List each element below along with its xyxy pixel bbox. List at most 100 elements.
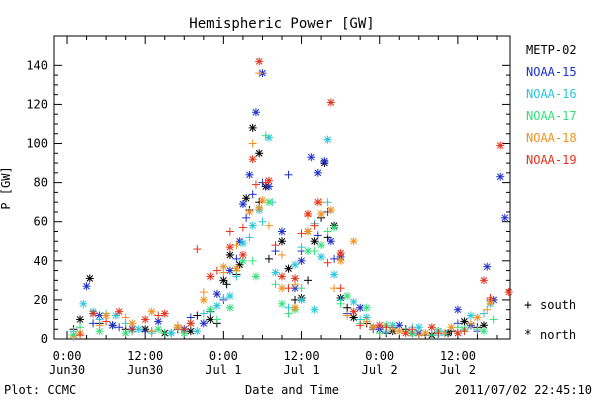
data-point-north <box>154 317 163 326</box>
data-point-north <box>206 272 215 281</box>
data-point-south <box>466 319 475 328</box>
data-point-south <box>193 245 202 254</box>
data-point-north <box>307 153 316 162</box>
data-point-north <box>466 311 475 320</box>
marker-key: + south * north <box>524 298 576 343</box>
data-point-south <box>382 323 391 332</box>
data-point-north <box>115 307 124 316</box>
data-point-north <box>330 223 339 232</box>
data-point-north <box>483 262 492 271</box>
marker-key-label: south <box>540 298 576 312</box>
x-tick-label-time: 0:00 <box>209 349 238 363</box>
data-point-north <box>427 323 436 332</box>
data-point-south <box>486 293 495 302</box>
data-point-north <box>447 323 456 332</box>
data-point-north <box>453 305 462 314</box>
data-point-north <box>369 323 378 332</box>
data-point-north <box>238 250 247 259</box>
data-point-south <box>330 254 339 263</box>
data-point-south <box>483 305 492 314</box>
data-point-north <box>238 256 247 265</box>
data-point-south <box>336 284 345 293</box>
data-point-north <box>147 307 156 316</box>
data-point-south <box>323 207 332 216</box>
legend-entry: METP-02 <box>526 43 577 57</box>
data-points <box>69 57 513 342</box>
data-point-north <box>310 305 319 314</box>
data-point-south <box>375 329 384 338</box>
data-point-north <box>232 264 241 273</box>
data-point-north <box>225 291 234 300</box>
data-point-south <box>284 309 293 318</box>
data-point-north <box>326 205 335 214</box>
marker-key-symbol: * <box>524 328 532 343</box>
data-point-south <box>199 288 208 297</box>
data-point-north <box>395 327 404 336</box>
x-tick-label-date: Jul 1 <box>205 363 241 377</box>
data-point-south <box>356 321 365 330</box>
x-tick-label-date: Jul 1 <box>283 363 319 377</box>
data-point-north <box>323 135 332 144</box>
data-point-south <box>489 315 498 324</box>
data-point-south <box>323 258 332 267</box>
x-tick-label-date: Jul 2 <box>440 363 476 377</box>
x-tick-label-date: Jul 2 <box>362 363 398 377</box>
marker-key-symbol: + <box>524 298 532 313</box>
data-point-north <box>375 321 384 330</box>
x-tick-label-time: 12:00 <box>440 349 476 363</box>
data-point-south <box>219 293 228 302</box>
data-point-north <box>160 309 169 318</box>
data-point-south <box>460 327 469 336</box>
data-point-north <box>264 176 273 185</box>
x-tick-label-date: Jun30 <box>49 363 85 377</box>
chart-title: Hemispheric Power [GW] <box>189 16 374 32</box>
data-point-south <box>89 319 98 328</box>
y-tick-label: 120 <box>26 97 48 111</box>
data-point-north <box>291 260 300 269</box>
data-point-north <box>255 57 264 66</box>
x-tick-label-time: 0:00 <box>53 349 82 363</box>
y-axis-label: P [GW] <box>0 166 13 209</box>
data-point-south <box>245 233 254 242</box>
data-point-north <box>245 170 254 179</box>
data-point-north <box>271 268 280 277</box>
data-point-north <box>248 123 257 132</box>
data-point-north <box>79 299 88 308</box>
data-point-south <box>427 331 436 340</box>
data-point-north <box>238 239 247 248</box>
data-point-south <box>336 299 345 308</box>
data-point-north <box>500 213 509 222</box>
data-point-north <box>479 327 488 336</box>
data-point-north <box>121 329 130 338</box>
data-point-south <box>225 227 234 236</box>
y-tick-label: 60 <box>34 215 48 229</box>
data-point-north <box>212 301 221 310</box>
data-point-north <box>326 98 335 107</box>
data-point-north <box>225 250 234 259</box>
data-point-north <box>401 329 410 338</box>
data-point-north <box>251 108 260 117</box>
data-point-north <box>251 272 260 281</box>
data-point-north <box>496 172 505 181</box>
data-point-north <box>421 329 430 338</box>
data-point-north <box>291 303 300 312</box>
data-point-north <box>326 237 335 246</box>
data-point-north <box>349 237 358 246</box>
data-point-south <box>95 321 104 330</box>
data-point-north <box>313 168 322 177</box>
data-point-south <box>362 317 371 326</box>
data-point-south <box>479 309 488 318</box>
data-point-north <box>291 274 300 283</box>
y-tick-label: 20 <box>34 293 48 307</box>
data-point-north <box>460 317 469 326</box>
data-point-north <box>108 321 117 330</box>
data-point-north <box>186 327 195 336</box>
data-point-south <box>248 190 257 199</box>
data-point-north <box>219 276 228 285</box>
data-point-north <box>242 194 251 203</box>
data-point-south <box>278 250 286 259</box>
data-point-south <box>264 254 273 263</box>
data-point-south <box>193 311 202 320</box>
y-tick-label: 0 <box>41 332 48 346</box>
